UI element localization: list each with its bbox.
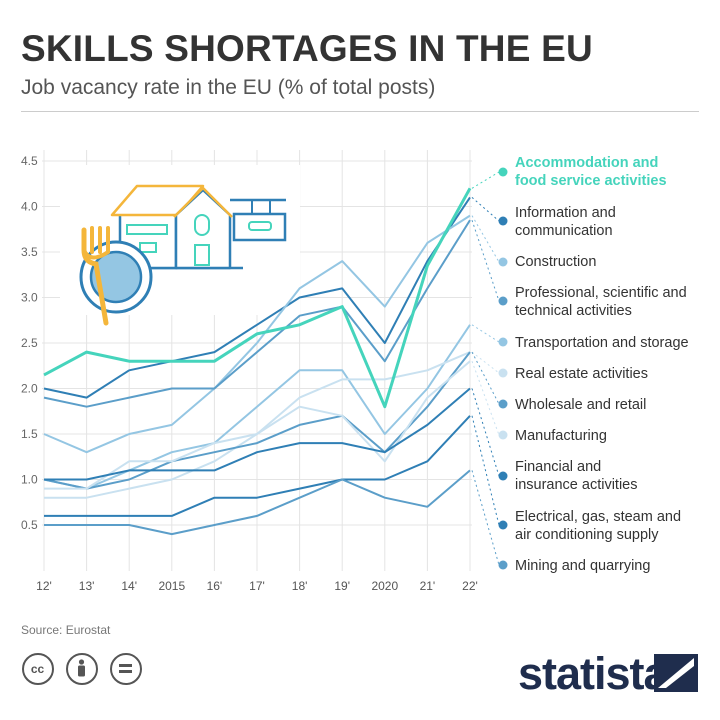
legend-marker — [498, 520, 508, 530]
legend-entry: Manufacturing — [515, 428, 607, 444]
legend-marker — [498, 399, 508, 409]
legend-label-line: Wholesale and retail — [515, 397, 646, 413]
legend-marker — [498, 471, 508, 481]
y-tick-label: 3.0 — [21, 291, 38, 305]
x-tick-label: 17' — [249, 579, 265, 593]
legend-label-line: insurance activities — [515, 477, 638, 493]
legend-entry: Accommodation and food service activities — [515, 155, 667, 189]
x-tick-label: 14' — [121, 579, 137, 593]
legend-label-line: communication — [515, 223, 613, 239]
x-tick-label: 12' — [36, 579, 52, 593]
series-line — [43, 324, 471, 490]
legend-entry: Wholesale and retail — [515, 397, 646, 413]
legend-connector — [471, 215, 500, 263]
legend-marker — [498, 296, 508, 306]
legend-label-line: Transportation and storage — [515, 335, 689, 351]
legend-connector — [471, 388, 500, 477]
series-line — [43, 196, 471, 399]
title-divider — [21, 111, 699, 112]
y-tick-label: 4.5 — [21, 154, 38, 168]
legend-label-line: Professional, scientific and — [515, 285, 687, 301]
x-tick-label: 22' — [462, 579, 478, 593]
legend-entry: Information and communication — [515, 205, 616, 239]
y-tick-label: 4.0 — [21, 200, 38, 214]
y-tick-label: 3.5 — [21, 245, 38, 259]
source-note: Source: Eurostat — [21, 623, 111, 637]
legend-entry: Financial and insurance activities — [515, 459, 638, 493]
series-lines — [43, 187, 472, 536]
statista-logo-mark — [654, 654, 698, 692]
legend-entry: Electrical, gas, steam and air conditioni… — [515, 509, 681, 543]
series-line — [44, 360, 471, 490]
series-line — [43, 214, 471, 454]
svg-text:cc: cc — [31, 662, 45, 676]
legend-label-line: Construction — [515, 254, 596, 270]
legend-connector — [471, 351, 500, 405]
legend-connector — [471, 197, 500, 222]
x-tick-label: 13' — [79, 579, 95, 593]
x-tick-label: 18' — [292, 579, 308, 593]
cc-icon: cc — [22, 653, 54, 685]
series-line — [43, 187, 472, 409]
legend-marker — [498, 430, 508, 440]
x-tick-label: 21' — [420, 579, 436, 593]
legend-entry: Construction — [515, 254, 596, 270]
legend-connector — [471, 351, 500, 374]
legend-marker — [498, 337, 508, 347]
legend-connector — [471, 361, 500, 436]
series-line — [43, 219, 471, 408]
x-tick-label: 16' — [207, 579, 223, 593]
y-tick-label: 2.0 — [21, 382, 38, 396]
legend-connector — [471, 415, 500, 526]
legend-connector — [471, 171, 500, 189]
page-subtitle: Job vacancy rate in the EU (% of total p… — [21, 76, 436, 99]
series-line — [44, 415, 471, 517]
series-line — [44, 469, 471, 536]
legend-connector — [471, 324, 500, 343]
legend-entry: Real estate activities — [515, 366, 648, 382]
legend-connector — [471, 470, 500, 566]
x-tick-label: 19' — [334, 579, 350, 593]
legend-label-line: air conditioning supply — [515, 527, 659, 543]
no-derivatives-icon — [110, 653, 142, 685]
legend-label-line: Information and — [515, 205, 616, 221]
legend-connector — [471, 219, 500, 302]
y-tick-label: 1.5 — [21, 427, 38, 441]
series-line — [44, 387, 471, 481]
legend-label-line: Manufacturing — [515, 428, 607, 444]
legend-label-line: Mining and quarrying — [515, 558, 650, 574]
legend-marker — [498, 216, 508, 226]
x-tick-label: 2020 — [371, 579, 398, 593]
legend-entry: Professional, scientific and technical ac… — [515, 285, 687, 319]
legend-marker — [498, 167, 508, 177]
legend-entry: Mining and quarrying — [515, 558, 650, 574]
y-tick-label: 1.0 — [21, 473, 38, 487]
y-tick-label: 0.5 — [21, 518, 38, 532]
y-axis-ticks: 0.5 1.0 1.5 2.0 2.5 3.0 3.5 4.0 4.5 — [21, 154, 38, 532]
page-title: SKILLS SHORTAGES IN THE EU — [21, 28, 593, 69]
series-line — [43, 351, 471, 490]
x-tick-label: 2015 — [158, 579, 185, 593]
legend-entry: Transportation and storage — [515, 335, 689, 351]
legend-marker — [498, 560, 508, 570]
legend-label-line: food service activities — [515, 173, 667, 189]
legend-marker — [498, 368, 508, 378]
legend-label-line: Electrical, gas, steam and — [515, 509, 681, 525]
attribution-icon — [66, 653, 98, 685]
x-axis-ticks: 12' 13' 14' 2015 16' 17' 18' 19' 2020 21' 22' — [36, 579, 478, 593]
legend-label-line: technical activities — [515, 303, 632, 319]
hotel-restaurant-illustration — [60, 165, 300, 326]
legend-label-line: Financial and — [515, 459, 601, 475]
legend-label-line: Accommodation and — [515, 155, 658, 171]
legend-label-line: Real estate activities — [515, 366, 648, 382]
legend: Accommodation and food service activities… — [471, 155, 689, 574]
legend-marker — [498, 257, 508, 267]
y-tick-label: 2.5 — [21, 336, 38, 350]
statista-logo: statista — [518, 648, 669, 699]
